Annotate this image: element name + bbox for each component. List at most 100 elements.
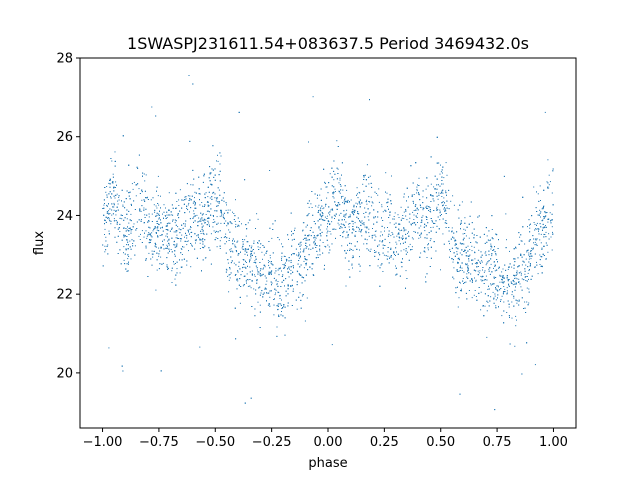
- data-point: [186, 235, 188, 237]
- data-point: [106, 186, 108, 187]
- data-point: [485, 227, 487, 229]
- data-point: [352, 267, 353, 269]
- data-point: [503, 322, 505, 324]
- data-point: [302, 222, 304, 224]
- data-point: [281, 308, 283, 309]
- data-point: [266, 300, 267, 302]
- data-point: [127, 270, 129, 272]
- data-point: [528, 252, 530, 254]
- data-point: [405, 229, 407, 231]
- data-point: [394, 254, 395, 255]
- data-point: [429, 209, 431, 211]
- data-point: [457, 262, 459, 264]
- data-point: [205, 192, 207, 194]
- data-point: [200, 233, 202, 234]
- data-point: [338, 191, 340, 193]
- data-point: [117, 228, 119, 230]
- data-point: [484, 252, 486, 254]
- data-point: [312, 263, 314, 265]
- data-point: [345, 221, 347, 223]
- data-point: [518, 243, 520, 245]
- data-point: [123, 235, 125, 237]
- data-point: [194, 207, 196, 209]
- data-point: [257, 246, 259, 248]
- data-point: [246, 282, 247, 284]
- data-point: [476, 242, 478, 244]
- data-point: [199, 204, 201, 206]
- data-point: [471, 278, 473, 280]
- data-point: [160, 247, 162, 249]
- data-point: [486, 262, 488, 264]
- data-point: [142, 175, 143, 177]
- data-point: [440, 171, 442, 173]
- data-point: [259, 294, 261, 296]
- data-point: [397, 253, 399, 255]
- data-point: [149, 233, 151, 235]
- data-point: [306, 262, 307, 264]
- data-point: [463, 283, 464, 284]
- data-point: [215, 230, 217, 232]
- data-point: [418, 177, 420, 179]
- data-point: [236, 279, 238, 281]
- data-point: [377, 258, 379, 260]
- data-point: [344, 198, 346, 200]
- data-point: [290, 269, 292, 271]
- data-point: [211, 198, 213, 200]
- data-point: [342, 195, 344, 197]
- data-point: [497, 290, 499, 292]
- data-point: [189, 233, 190, 235]
- data-point: [390, 256, 392, 258]
- data-point: [359, 220, 360, 222]
- data-point: [415, 205, 416, 207]
- data-point: [494, 251, 496, 253]
- data-point: [493, 283, 495, 285]
- data-point: [467, 269, 469, 271]
- data-point: [451, 247, 453, 249]
- data-point: [429, 266, 431, 267]
- data-point: [121, 239, 123, 241]
- data-point: [225, 220, 227, 222]
- data-point: [326, 215, 328, 217]
- data-point: [148, 216, 150, 218]
- data-point: [277, 237, 279, 238]
- data-point: [125, 248, 127, 250]
- data-point: [125, 249, 127, 251]
- data-point: [459, 252, 461, 254]
- data-point: [424, 251, 426, 253]
- data-point: [133, 200, 135, 202]
- data-point: [384, 209, 386, 211]
- data-point: [228, 279, 230, 281]
- data-point: [503, 277, 505, 279]
- data-point: [307, 239, 309, 241]
- data-point: [317, 220, 319, 222]
- data-point: [481, 280, 483, 282]
- data-point: [235, 250, 237, 252]
- data-point: [488, 305, 490, 307]
- data-point: [374, 252, 376, 253]
- data-point: [273, 304, 275, 306]
- data-point: [150, 239, 152, 241]
- data-point: [158, 218, 160, 220]
- data-point: [147, 221, 149, 223]
- data-point: [136, 166, 138, 168]
- data-point: [143, 199, 145, 201]
- data-point: [398, 236, 400, 238]
- data-point: [347, 236, 349, 238]
- data-point: [127, 244, 129, 246]
- data-point: [307, 214, 309, 216]
- data-point: [487, 288, 489, 290]
- data-point: [321, 205, 323, 207]
- data-point: [265, 283, 267, 285]
- data-point: [166, 214, 168, 216]
- data-point: [163, 204, 165, 206]
- data-point: [501, 271, 503, 273]
- data-point: [488, 230, 490, 232]
- data-point: [284, 285, 285, 287]
- data-point: [544, 211, 546, 213]
- data-point: [426, 273, 428, 275]
- data-point: [144, 222, 145, 224]
- data-point: [434, 175, 436, 177]
- data-point: [282, 246, 284, 248]
- data-point: [503, 281, 505, 283]
- data-point: [380, 231, 382, 233]
